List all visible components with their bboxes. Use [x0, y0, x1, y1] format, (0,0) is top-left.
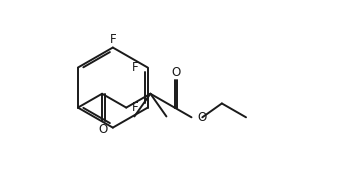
- Text: F: F: [132, 61, 139, 74]
- Text: O: O: [99, 123, 108, 136]
- Text: O: O: [197, 111, 206, 124]
- Text: O: O: [171, 66, 180, 79]
- Text: F: F: [110, 33, 116, 46]
- Text: F: F: [132, 101, 139, 114]
